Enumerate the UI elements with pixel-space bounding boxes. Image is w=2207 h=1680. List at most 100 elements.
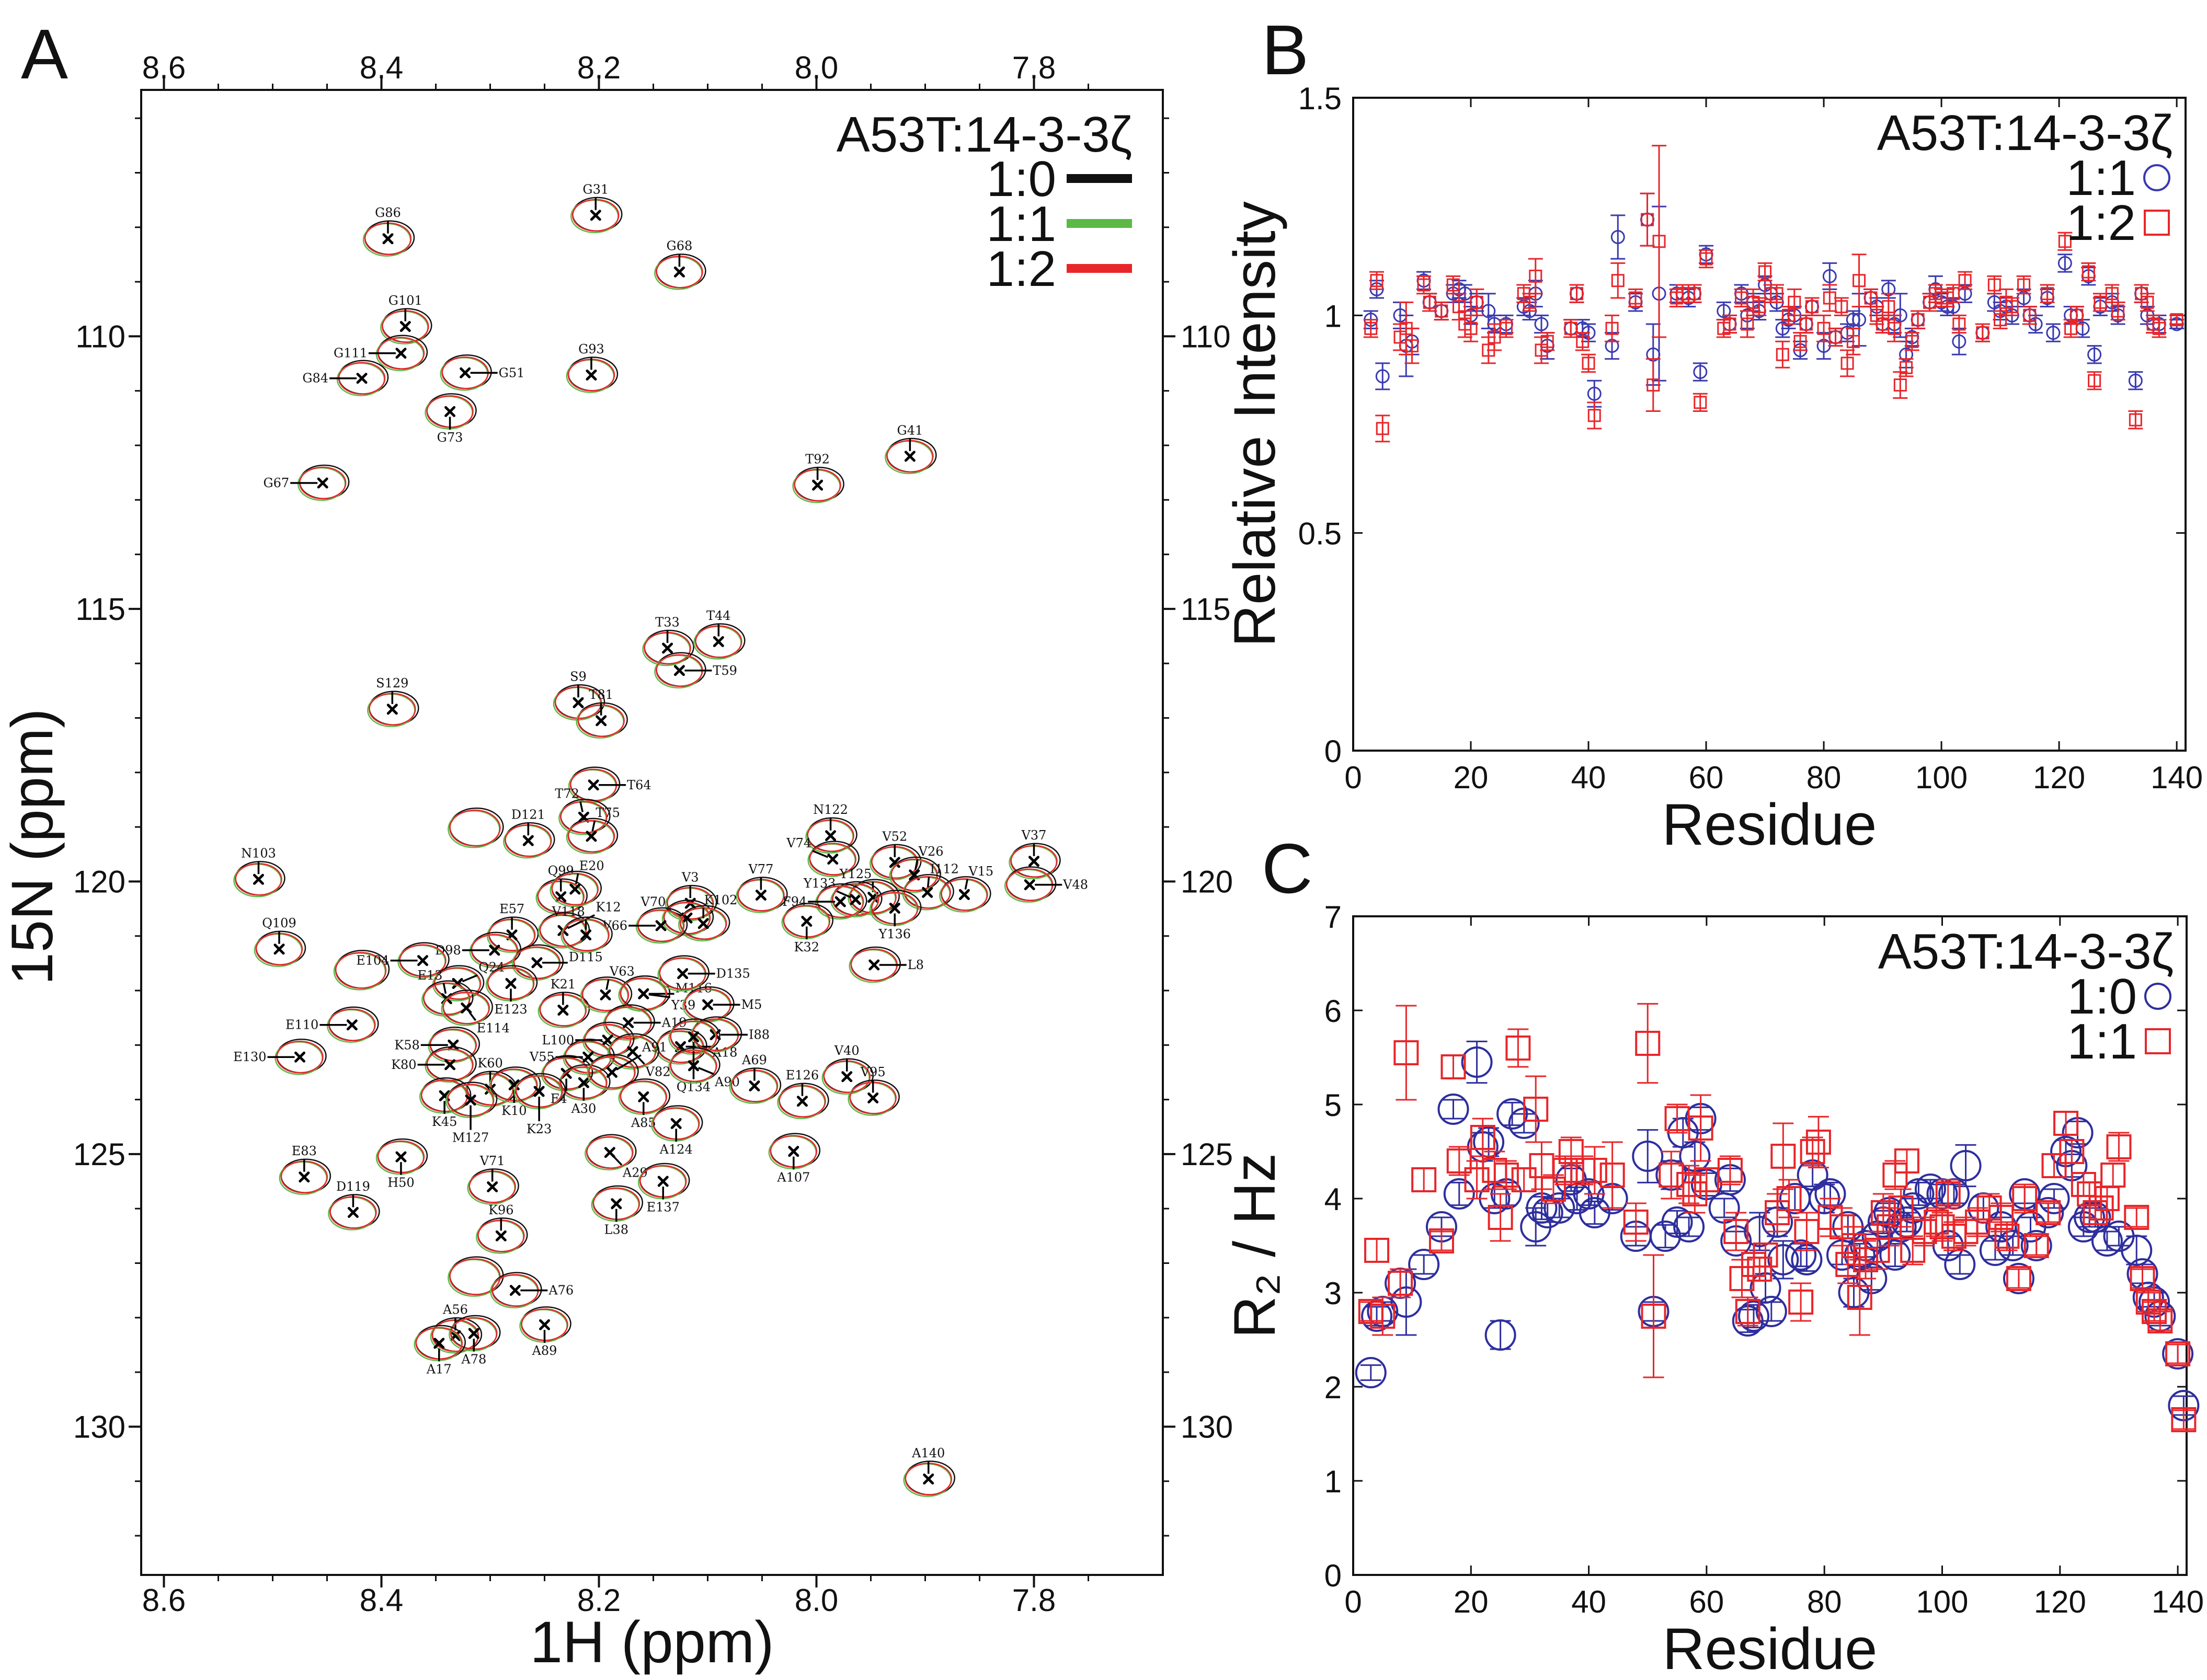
peak-v40: V40 [821,1043,874,1095]
x-tick-label-bottom: 8.6 [142,1583,186,1618]
peak-marker-icon [627,1046,638,1057]
data-point [2057,232,2073,251]
data-point [1493,1160,1519,1190]
square-marker [1611,274,1625,287]
peak-marker-icon [347,1207,359,1218]
circle-marker [1632,1141,1664,1172]
square-marker [1847,1285,1872,1310]
peak-leader-line [964,879,969,890]
peak-a89: A89 [519,1306,571,1358]
circle-marker [1484,1319,1516,1351]
peak-marker-icon [386,704,398,715]
contour-1-2 [679,907,727,940]
data-point [1988,1202,2014,1233]
data-point [1840,349,1855,377]
peak-leader-line [605,979,610,990]
peak-marker-icon [904,451,916,462]
data-point [1587,401,1602,430]
peak-label: S129 [376,676,408,691]
square-marker [2012,1186,2038,1211]
peak-marker-icon [573,697,584,708]
peak-marker-icon [433,1338,445,1349]
peak-g67: G67 [263,464,350,501]
data-point [1863,288,1879,308]
peak-label: V48 [1062,878,1088,892]
data-point [1769,284,1785,303]
peak-marker-icon [688,1031,699,1043]
square-marker [1493,1163,1519,1188]
peak-marker-icon [531,957,543,969]
peak-marker-icon [382,233,394,245]
peak-k21: K21 [538,977,590,1028]
peak-marker-icon [509,1285,521,1296]
square-marker [1605,321,1619,335]
y-tick-label-right: 120 [1181,864,1233,899]
data-point [1911,310,1926,329]
square-marker [1888,1195,1914,1221]
square-marker [2036,1200,2061,1225]
peak-y136: Y136 [870,890,922,941]
peak-h50: H50 [375,1138,428,1190]
peak-marker-icon [868,959,880,971]
square-marker [1641,1304,1666,1329]
y-axis-title: 15N (ppm) [0,708,65,985]
contour-1-2 [560,801,608,834]
data-point [1734,288,1749,308]
peak-marker-icon [867,1092,879,1103]
peak-e104: E104 [356,942,450,979]
y-tick-label: 0 [1324,1558,1342,1593]
square-marker [2071,1172,2096,1197]
peak-g86: G86 [362,205,415,257]
plot-frame [140,89,1164,1576]
circle-marker [1437,1094,1469,1125]
data-point [1708,1192,1740,1224]
data-point [1997,1230,2029,1261]
square-marker [1435,304,1448,318]
square-marker [1805,300,1819,314]
data-point [1904,332,1919,351]
peak-t72: T72 [555,787,611,835]
peak-leader-line [698,1067,714,1075]
peak-label: Y125 [839,867,872,881]
square-marker [1846,335,1860,348]
peak-marker-icon [444,406,456,417]
peak-m127: M127 [445,1081,498,1145]
square-marker [2088,1195,2114,1221]
peak-label: K21 [551,977,576,992]
contour-1-2 [941,878,988,911]
peak-label: K102 [704,893,738,907]
data-point [1505,1028,1531,1068]
data-point [1846,327,1861,355]
data-point [1628,288,1643,308]
peak-label: A78 [461,1352,486,1367]
data-point [1752,297,1767,316]
y-tick-label-right: 130 [1181,1409,1233,1444]
square-marker [2041,287,2054,301]
peak-leader-line [462,974,478,983]
square-marker [1800,1139,1825,1164]
peak-label: T81 [589,687,613,702]
square-marker [1805,1130,1831,1155]
square-marker [1629,291,1642,305]
y-tick-label-right: 125 [1181,1137,1233,1172]
peak-label: A124 [659,1142,693,1157]
peak-marker-icon [495,1230,507,1241]
peak-marker-icon [713,636,724,647]
square-marker [1905,335,1919,348]
peak-e57: E57 [486,902,539,953]
y-tick-label-left: 130 [73,1409,125,1444]
square-marker [2059,1139,2085,1164]
peak-v77: V77 [736,862,788,913]
circle-marker [1587,386,1602,401]
peak-marker-icon [294,1051,305,1063]
circle-marker [1534,317,1549,331]
data-point [1416,275,1432,295]
peak-marker-icon [655,920,667,931]
data-point [1363,319,1378,338]
circle-marker [2003,1263,2034,1294]
peak-leader-line [612,1155,623,1166]
peak-n122: N122 [805,802,857,854]
x-tick-label: 20 [1454,1584,1489,1619]
peak-label: K12 [596,900,621,915]
data-point [1605,314,1620,342]
